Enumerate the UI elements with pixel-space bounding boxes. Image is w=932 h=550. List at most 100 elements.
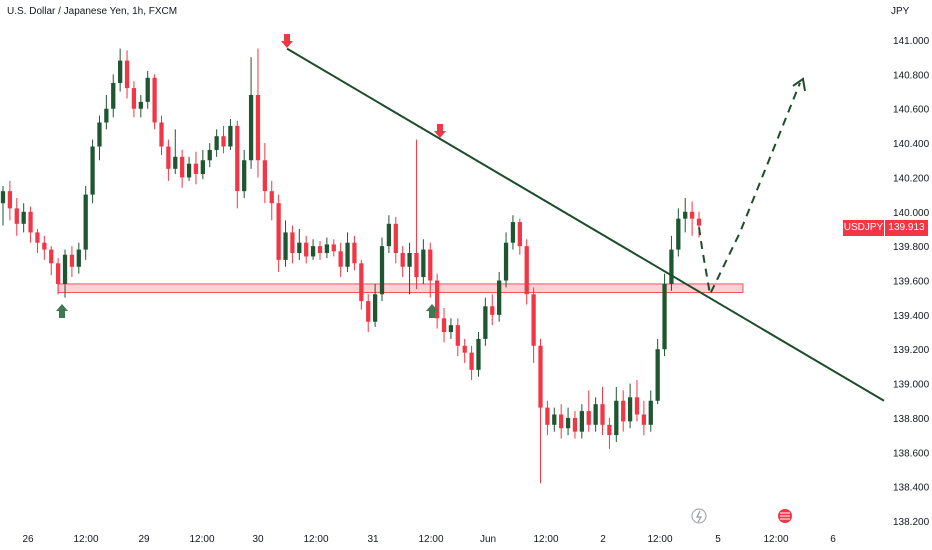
candle bbox=[448, 318, 454, 339]
candle-body bbox=[593, 404, 598, 425]
candle bbox=[221, 125, 226, 154]
time-tick-label: 26 bbox=[22, 534, 34, 545]
candle bbox=[118, 48, 123, 92]
candle-body bbox=[476, 338, 481, 370]
candle-body bbox=[586, 411, 591, 425]
candle bbox=[648, 390, 653, 432]
price-tick-label: 139.800 bbox=[893, 242, 930, 253]
candle-body bbox=[510, 222, 516, 243]
candle bbox=[517, 218, 522, 255]
price-axis[interactable]: 141.000 140.800 140.600 140.400 140.200 140.0… bbox=[893, 36, 930, 528]
price-tick-label: 139.400 bbox=[893, 311, 930, 322]
candle-body bbox=[152, 77, 157, 123]
candle bbox=[469, 345, 474, 381]
time-tick-label: 12:00 bbox=[647, 534, 672, 545]
candle-body bbox=[228, 125, 233, 147]
candle bbox=[400, 246, 405, 278]
candle-body bbox=[428, 249, 433, 281]
candle-body bbox=[565, 417, 571, 429]
candle-body bbox=[290, 232, 295, 254]
time-tick-label: 29 bbox=[138, 534, 150, 545]
candle-body bbox=[49, 249, 54, 264]
candle bbox=[441, 307, 447, 343]
lightning-icon bbox=[691, 508, 707, 524]
candle bbox=[559, 404, 564, 439]
candle bbox=[235, 120, 240, 209]
candle-body bbox=[414, 253, 419, 278]
price-tick-label: 138.600 bbox=[893, 448, 930, 459]
candle-body bbox=[104, 108, 109, 123]
candle-body bbox=[317, 246, 323, 254]
candle-body bbox=[283, 232, 288, 260]
candle-body bbox=[159, 122, 164, 147]
candle-body bbox=[607, 424, 612, 436]
candle bbox=[104, 94, 109, 130]
candle bbox=[421, 239, 426, 284]
candle bbox=[538, 338, 543, 484]
candle bbox=[524, 239, 529, 305]
time-axis[interactable]: 26 12:00 29 12:00 30 12:00 31 12:00 Jun 12:00 2 12:… bbox=[22, 534, 836, 545]
candle bbox=[621, 390, 626, 432]
event-icons bbox=[691, 508, 792, 524]
candle-body bbox=[600, 404, 605, 425]
candle-body bbox=[145, 77, 150, 102]
projection-line bbox=[698, 82, 801, 298]
badge-symbol: USDJPY bbox=[843, 220, 884, 236]
candle-body bbox=[372, 294, 378, 322]
price-tick-label: 141.000 bbox=[893, 36, 930, 47]
candle-body bbox=[331, 244, 336, 252]
candle bbox=[579, 404, 584, 439]
candle bbox=[290, 225, 295, 264]
time-tick-label: 12:00 bbox=[418, 534, 443, 545]
candle bbox=[324, 237, 330, 259]
candle bbox=[379, 237, 385, 302]
candle-body bbox=[193, 163, 199, 174]
candle-body bbox=[62, 254, 68, 284]
candle-body bbox=[400, 253, 405, 267]
projection-path bbox=[698, 77, 806, 298]
candle bbox=[641, 400, 647, 436]
candle-body bbox=[255, 94, 261, 161]
candle-body bbox=[524, 246, 529, 295]
candle-body bbox=[379, 246, 385, 295]
time-tick-label: 12:00 bbox=[303, 534, 328, 545]
candle bbox=[689, 201, 695, 236]
candle bbox=[655, 338, 660, 405]
candle bbox=[28, 206, 33, 243]
price-tick-label: 140.200 bbox=[893, 173, 930, 184]
candle-body bbox=[310, 246, 316, 257]
price-tick-label: 140.000 bbox=[893, 208, 930, 219]
candle bbox=[317, 240, 323, 260]
candle-body bbox=[696, 218, 702, 226]
candle bbox=[669, 235, 674, 291]
candle-body bbox=[689, 211, 695, 219]
candle bbox=[228, 119, 233, 150]
candle-body bbox=[200, 160, 205, 174]
candle bbox=[627, 383, 633, 429]
price-tick-label: 140.800 bbox=[893, 70, 930, 81]
candle bbox=[111, 74, 116, 118]
candle-body bbox=[111, 82, 116, 109]
candle bbox=[407, 242, 412, 295]
candle-body bbox=[262, 160, 267, 192]
candle-body bbox=[662, 283, 667, 350]
candle bbox=[83, 186, 88, 260]
up-arrow-icon bbox=[56, 304, 68, 311]
candle bbox=[676, 208, 681, 257]
candle-body bbox=[131, 88, 137, 109]
candle bbox=[600, 387, 605, 436]
candle-body bbox=[559, 414, 564, 429]
candle-body bbox=[393, 223, 398, 254]
candle-body bbox=[407, 253, 412, 267]
candle bbox=[200, 149, 205, 180]
candle bbox=[21, 203, 26, 233]
candle-body bbox=[207, 149, 212, 161]
candle-body bbox=[448, 325, 454, 333]
price-tick-label: 139.600 bbox=[893, 277, 930, 288]
up-arrow-icon bbox=[429, 311, 435, 318]
candle-body bbox=[648, 400, 653, 425]
candle-body bbox=[552, 414, 557, 425]
trendline bbox=[286, 47, 885, 402]
candle bbox=[55, 258, 61, 295]
